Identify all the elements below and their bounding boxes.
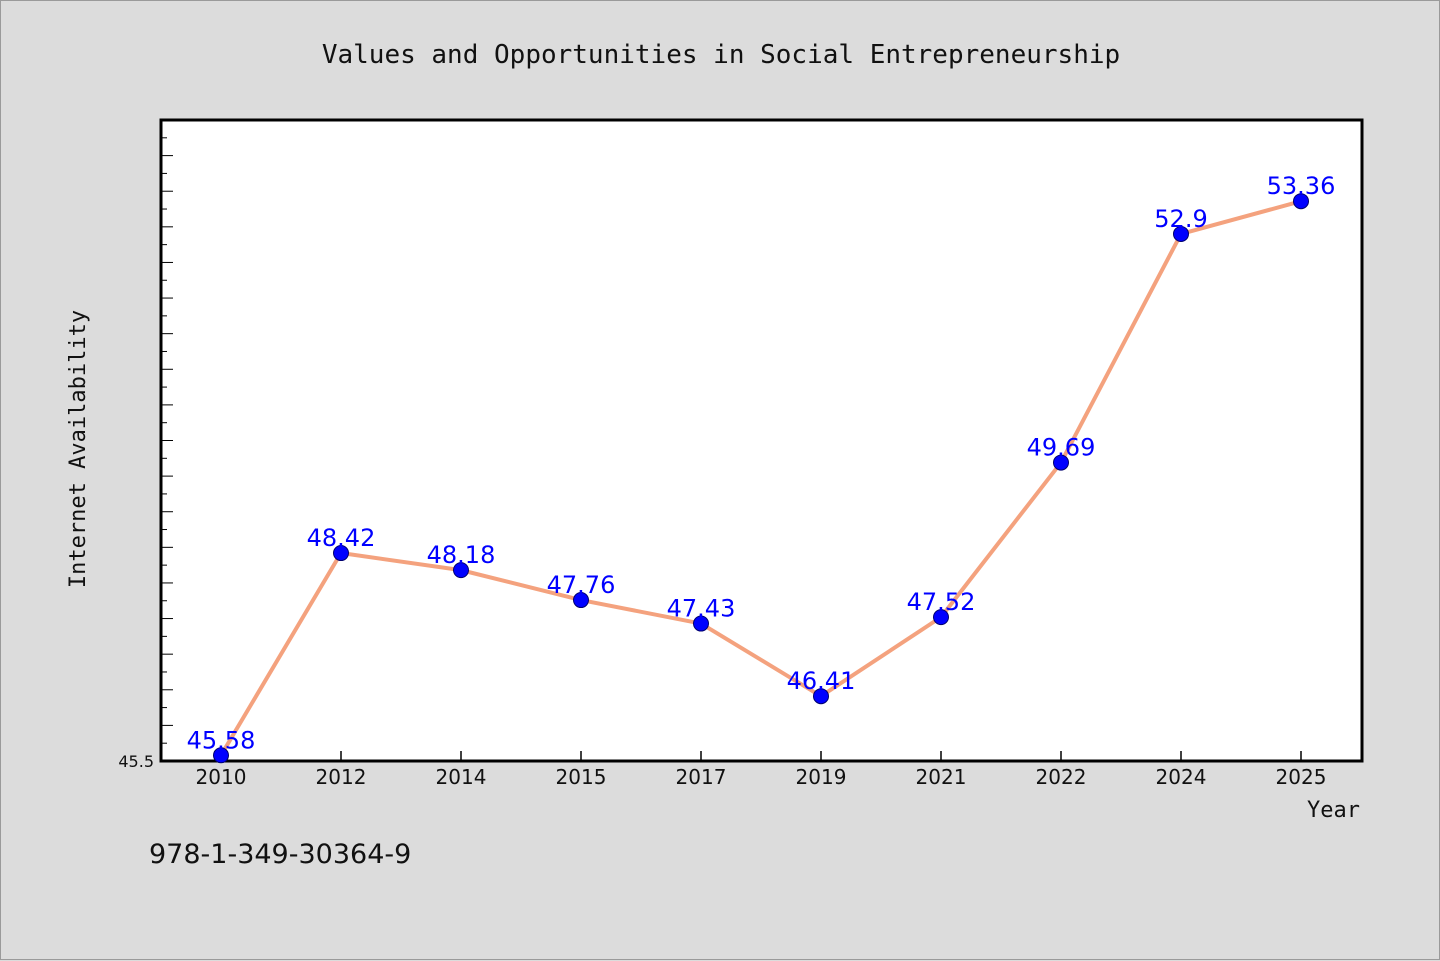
x-tick-label: 2021 bbox=[916, 765, 967, 789]
x-tick-label: 2022 bbox=[1036, 765, 1087, 789]
x-tick-label: 2012 bbox=[316, 765, 367, 789]
y-tick-label: 45.5 bbox=[118, 752, 154, 771]
data-label: 52.9 bbox=[1154, 205, 1207, 233]
x-tick-label: 2015 bbox=[556, 765, 607, 789]
series-markers bbox=[213, 193, 1309, 764]
data-label: 47.76 bbox=[547, 571, 616, 599]
x-tick-label: 2014 bbox=[436, 765, 487, 789]
x-axis-tick-labels: 2010 2012 2014 2015 2017 2019 2021 2022 2024 2025 bbox=[196, 765, 1327, 789]
data-point bbox=[333, 545, 349, 562]
x-tick-label: 2010 bbox=[196, 765, 247, 789]
data-label: 48.42 bbox=[307, 524, 376, 552]
data-label: 48.18 bbox=[427, 541, 496, 569]
x-axis-ticks bbox=[220, 751, 1302, 761]
data-point bbox=[453, 562, 469, 579]
data-labels: 45.58 48.42 48.18 47.76 47.43 46.41 47.52 49.69… bbox=[187, 172, 1336, 754]
x-axis-label: Year bbox=[1307, 798, 1360, 823]
y-axis-label: Internet Availability bbox=[66, 310, 91, 588]
x-tick-label: 2019 bbox=[796, 765, 847, 789]
data-label: 47.43 bbox=[667, 595, 736, 623]
data-point bbox=[693, 615, 709, 632]
data-point bbox=[1053, 454, 1069, 471]
data-label: 53.36 bbox=[1267, 172, 1336, 200]
y-axis-ticks bbox=[161, 119, 173, 762]
x-tick-label: 2024 bbox=[1156, 765, 1207, 789]
plot-area bbox=[159, 118, 1364, 763]
data-point bbox=[813, 688, 829, 705]
data-point bbox=[573, 592, 589, 609]
data-label: 46.41 bbox=[787, 667, 856, 695]
data-point bbox=[213, 747, 229, 764]
x-tick-label: 2025 bbox=[1276, 765, 1327, 789]
data-point bbox=[1293, 193, 1309, 210]
data-point bbox=[1173, 225, 1189, 242]
series-line bbox=[219, 199, 1303, 758]
footer-isbn: 978-1-349-30364-9 bbox=[149, 839, 411, 870]
data-label: 49.69 bbox=[1027, 434, 1096, 462]
x-tick-label: 2017 bbox=[676, 765, 727, 789]
data-point bbox=[933, 609, 949, 626]
chart-title: Values and Opportunities in Social Entre… bbox=[322, 40, 1120, 70]
data-label: 47.52 bbox=[907, 588, 976, 616]
data-label: 45.58 bbox=[187, 726, 256, 754]
